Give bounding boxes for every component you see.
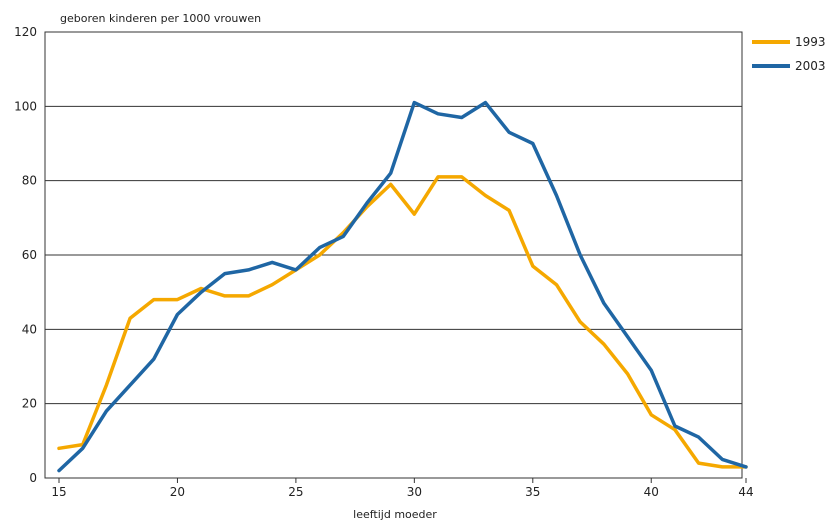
x-tick-label: 20 [170,485,185,499]
x-tick-label: 25 [288,485,303,499]
x-tick-label: 15 [51,485,66,499]
series-line-2003 [57,100,748,473]
x-tick-label: 44 [738,485,753,499]
x-tick-label: 35 [525,485,540,499]
x-tick-label: 30 [407,485,422,499]
series-line-1993 [57,175,748,469]
y-tick-label: 0 [29,471,37,485]
legend-label-1993: 1993 [795,35,826,49]
y-axis-label: geboren kinderen per 1000 vrouwen [60,12,261,25]
legend: 1993 2003 [752,35,826,73]
y-tick-label: 60 [22,248,37,262]
x-axis-label: leeftijd moeder [353,508,437,521]
x-tick-labels: 15 20 25 30 35 40 44 [51,478,754,499]
y-tick-label: 100 [14,99,37,113]
plot-frame [44,31,743,479]
y-tick-label: 80 [22,174,37,188]
y-tick-label: 40 [22,322,37,336]
y-tick-label: 120 [14,25,37,39]
series-lines [57,100,748,473]
y-tick-labels: 0 20 40 60 80 100 120 [14,25,37,485]
x-tick-label: 40 [644,485,659,499]
legend-label-2003: 2003 [795,59,826,73]
y-tick-label: 20 [22,397,37,411]
grid-lines [45,105,742,405]
